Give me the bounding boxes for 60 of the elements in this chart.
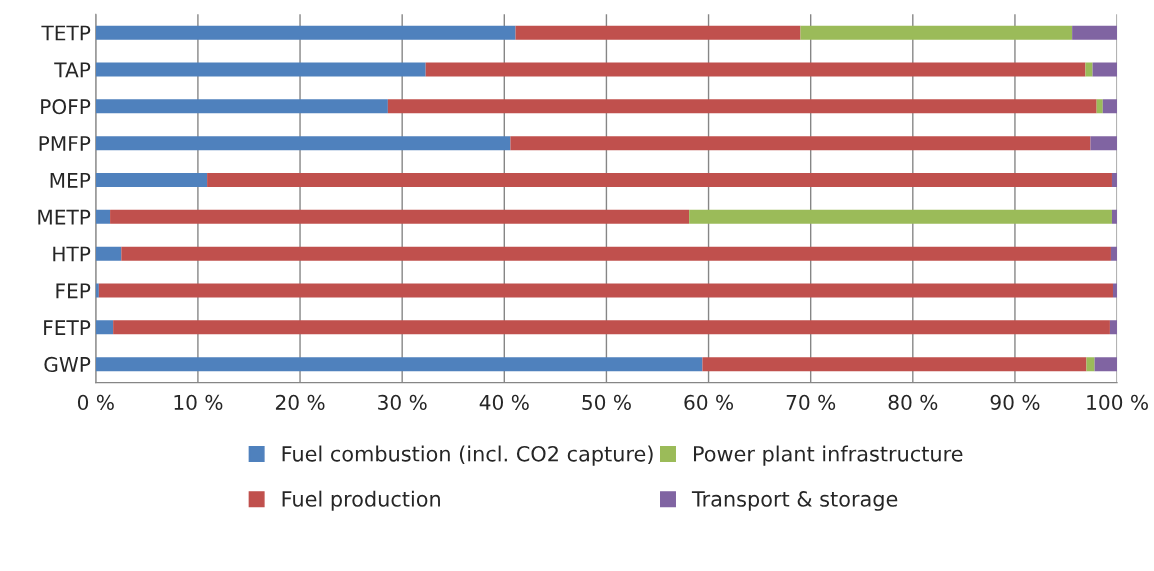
x-tick-label: 100 %	[1087, 394, 1148, 410]
bar	[95, 357, 703, 372]
bar	[95, 246, 122, 261]
legend-label: Fuel production	[282, 490, 440, 511]
bar	[95, 209, 111, 224]
x-tick-label: 30 %	[378, 394, 427, 410]
bar	[1110, 246, 1118, 261]
bar	[95, 136, 511, 151]
bar	[800, 25, 1073, 40]
bar	[95, 320, 114, 335]
bar	[1072, 25, 1118, 40]
bar	[1092, 62, 1118, 77]
bar	[95, 173, 208, 188]
bar	[1111, 209, 1118, 224]
bar	[1111, 173, 1118, 188]
x-tick-label: 70 %	[786, 394, 836, 410]
x-tick-label: 90 %	[990, 394, 1040, 410]
y-tick-label: POFP	[41, 99, 91, 115]
y-tick-label: GWP	[44, 356, 91, 373]
bar	[510, 136, 1091, 151]
x-tick-label: 10 %	[174, 394, 223, 410]
bar	[515, 25, 801, 40]
bar	[110, 209, 690, 224]
x-tick-label: 60 %	[684, 394, 734, 410]
y-tick-label: TAP	[54, 62, 91, 78]
bar	[1109, 320, 1118, 335]
bar	[207, 173, 1112, 188]
y-tick-label: FETP	[44, 320, 91, 335]
bar	[1102, 99, 1118, 114]
bar	[95, 99, 388, 114]
bar	[1112, 283, 1118, 298]
bar	[113, 320, 1110, 335]
x-tick-label: 0 %	[77, 394, 114, 410]
y-tick-label: METP	[38, 209, 91, 225]
x-tick-label: 20 %	[275, 394, 325, 410]
x-tick-label: 50 %	[582, 394, 631, 410]
legend-label: Power plant infrastructure	[694, 445, 963, 466]
legend-label: Fuel combustion (incl. CO2 capture)	[282, 445, 653, 466]
bar	[1096, 99, 1103, 114]
legend-label: Transport & storage	[691, 491, 898, 511]
bar	[1085, 62, 1093, 77]
y-tick-label: FEP	[56, 283, 91, 299]
bar	[702, 357, 1087, 372]
x-tick-label: 40 %	[479, 394, 529, 410]
y-tick-label: TETP	[41, 25, 91, 41]
y-tick-label: HTP	[53, 246, 91, 262]
bar	[425, 62, 1086, 77]
bar	[1090, 136, 1118, 151]
bar	[95, 25, 516, 40]
bar	[121, 246, 1111, 261]
bar	[98, 283, 1113, 298]
y-tick-label: MEP	[50, 172, 91, 188]
bar	[689, 209, 1112, 224]
bar	[1086, 357, 1095, 372]
x-tick-label: 80 %	[888, 394, 938, 410]
bar	[387, 99, 1097, 114]
bar	[1094, 357, 1118, 372]
y-tick-label: PMFP	[39, 136, 91, 151]
bar	[95, 283, 99, 298]
bar	[95, 62, 426, 77]
